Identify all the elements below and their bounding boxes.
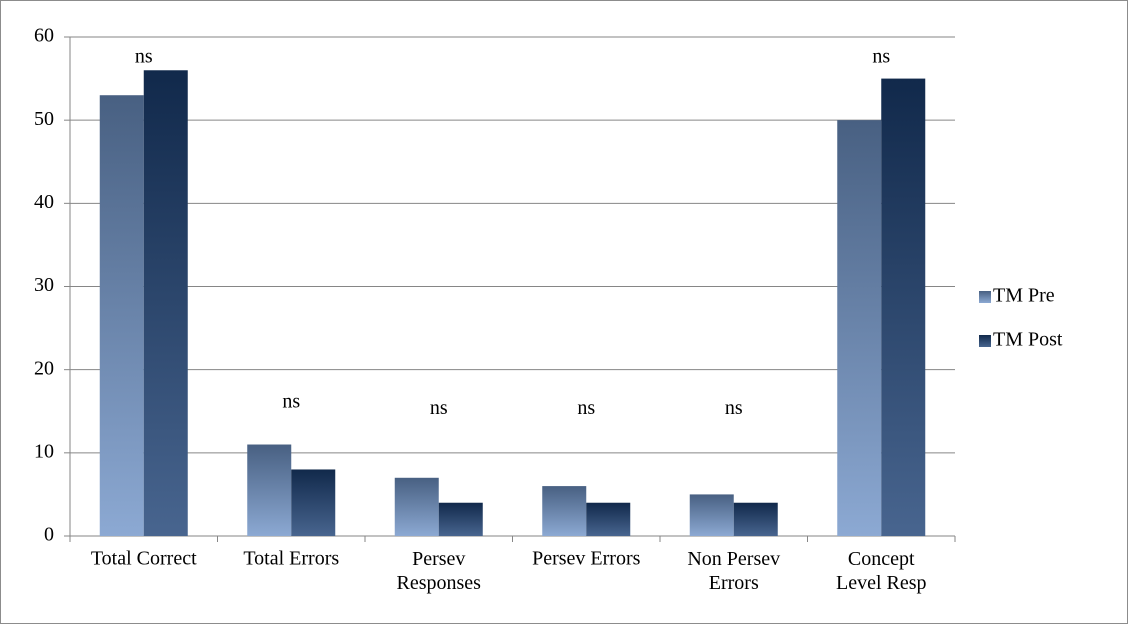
y-tick-label: 40 xyxy=(34,191,54,213)
legend-swatch xyxy=(979,335,991,347)
y-tick-label: 30 xyxy=(34,274,54,296)
bar xyxy=(542,486,587,536)
bar xyxy=(689,494,734,536)
bar xyxy=(733,502,778,536)
bar xyxy=(881,78,926,536)
legend-swatch xyxy=(979,291,991,303)
bar xyxy=(394,477,439,536)
x-tick-label: Concept Level Resp xyxy=(836,548,927,594)
bar xyxy=(837,120,882,537)
bar xyxy=(99,95,144,536)
bar xyxy=(586,502,631,536)
annotation: ns xyxy=(725,397,743,419)
x-tick-label: Total Errors xyxy=(243,548,339,570)
annotation: ns xyxy=(430,397,448,419)
y-tick-label: 10 xyxy=(34,440,54,462)
y-tick-label: 60 xyxy=(34,25,54,47)
annotation: ns xyxy=(872,45,890,67)
x-tick-label: Total Correct xyxy=(91,548,197,570)
legend-label: TM Post xyxy=(993,329,1063,351)
x-tick-label: Persev Responses xyxy=(397,548,482,594)
bar xyxy=(438,502,483,536)
x-tick-label: Non Persev Errors xyxy=(687,548,780,594)
y-tick-label: 50 xyxy=(34,108,54,130)
legend-label: TM Pre xyxy=(993,285,1055,307)
y-tick-label: 0 xyxy=(44,524,54,546)
x-tick-label: Persev Errors xyxy=(532,548,641,570)
annotation: ns xyxy=(282,391,300,413)
annotation: ns xyxy=(135,45,153,67)
bar xyxy=(143,70,188,537)
bar xyxy=(291,469,336,536)
annotation: ns xyxy=(577,397,595,419)
bar xyxy=(247,444,292,536)
y-tick-label: 20 xyxy=(34,357,54,379)
